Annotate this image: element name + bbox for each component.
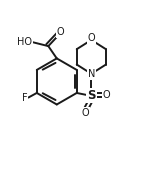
- Text: N: N: [88, 69, 95, 79]
- Text: O: O: [88, 33, 95, 43]
- Text: S: S: [87, 89, 96, 102]
- Text: HO: HO: [17, 36, 32, 46]
- Text: O: O: [81, 108, 89, 118]
- Text: O: O: [103, 90, 111, 100]
- Text: O: O: [57, 27, 64, 37]
- Text: F: F: [22, 93, 27, 103]
